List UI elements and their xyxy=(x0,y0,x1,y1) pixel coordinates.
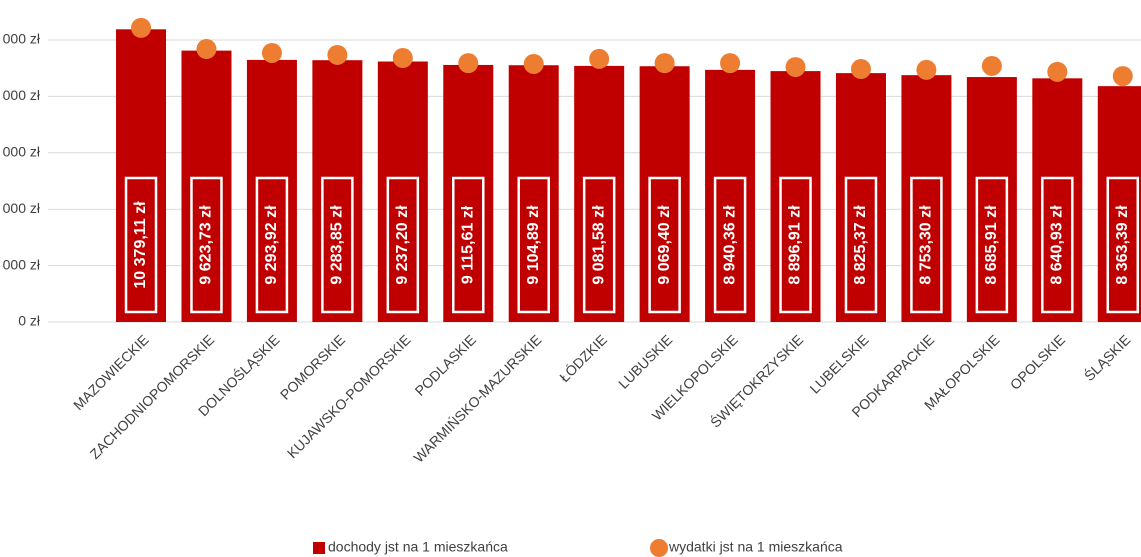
value-label-box xyxy=(321,176,354,314)
bar xyxy=(1032,78,1083,322)
value-label: 8 940,36 zł xyxy=(721,205,738,285)
value-label: 9 237,20 zł xyxy=(394,205,411,285)
bar xyxy=(1097,86,1141,322)
dot xyxy=(458,53,479,74)
y-tick-label: 4 000 zł xyxy=(0,200,41,216)
x-tick-label: KUJAWSKO-POMORSKIE xyxy=(284,331,414,461)
y-tick-label: 10 000 zł xyxy=(0,31,41,47)
value-label: 8 363,39 zł xyxy=(1114,205,1131,285)
dot xyxy=(523,53,544,74)
value-label-box xyxy=(910,176,943,314)
value-label-box xyxy=(255,176,289,314)
bar xyxy=(705,69,756,322)
value-label-box xyxy=(517,176,550,314)
value-label-box xyxy=(386,176,420,314)
value-label: 9 623,73 zł xyxy=(198,205,215,285)
x-tick-label: PODLASKIE xyxy=(412,331,479,398)
dot xyxy=(850,59,871,80)
value-label: 10 379,11 zł xyxy=(132,201,149,289)
value-label-box xyxy=(1106,176,1140,314)
bar xyxy=(574,65,625,322)
value-label-box xyxy=(190,176,223,314)
value-label-box xyxy=(844,176,878,314)
value-label-box xyxy=(1041,176,1074,314)
value-label: 8 640,93 zł xyxy=(1049,205,1066,285)
legend-swatch xyxy=(650,539,668,557)
x-tick-label: OPOLSKIE xyxy=(1007,331,1068,392)
bar xyxy=(901,75,952,322)
value-label: 8 896,91 zł xyxy=(787,205,804,285)
bar xyxy=(312,60,363,322)
value-label: 8 753,30 zł xyxy=(918,205,935,285)
value-label: 9 069,40 zł xyxy=(656,205,673,285)
value-label: 9 283,85 zł xyxy=(329,205,346,285)
x-tick-label: POMORSKIE xyxy=(277,331,348,402)
dot xyxy=(327,44,348,65)
value-label-box xyxy=(648,176,681,314)
dot xyxy=(720,53,741,74)
legend-label: dochody jst na 1 mieszkańca xyxy=(328,539,508,555)
x-tick-label: LUBUSKIE xyxy=(615,331,675,391)
value-label-box xyxy=(124,176,158,314)
value-label: 9 115,61 zł xyxy=(459,205,476,284)
dot xyxy=(981,55,1002,76)
x-tick-label: ŁÓDZKIE xyxy=(556,331,610,385)
dot xyxy=(654,53,675,74)
dot xyxy=(1112,66,1133,87)
dot xyxy=(196,39,217,60)
dot xyxy=(589,48,610,69)
value-label: 8 825,37 zł xyxy=(852,205,869,285)
x-tick-label: WARMIŃSKO-MAZURSKIE xyxy=(410,331,544,465)
dot xyxy=(261,42,282,63)
value-label-box xyxy=(975,176,1009,314)
y-tick-label: 8 000 zł xyxy=(0,87,41,103)
bar xyxy=(181,50,232,323)
value-label: 8 685,91 zł xyxy=(983,205,1000,285)
value-label-box xyxy=(452,176,485,314)
x-tick-label: LUBELSKIE xyxy=(806,331,871,396)
y-tick-label: 0 zł xyxy=(18,313,41,329)
bar xyxy=(835,73,886,322)
bar xyxy=(508,65,559,323)
y-tick-label: 6 000 zł xyxy=(0,144,41,160)
value-label-box xyxy=(779,176,812,314)
value-label: 9 104,89 zł xyxy=(525,205,542,285)
legend-label: wydatki jst na 1 mieszkańca xyxy=(668,539,843,555)
bar xyxy=(443,64,494,323)
bar xyxy=(770,71,821,322)
bar xyxy=(246,59,297,322)
value-label: 9 293,92 zł xyxy=(263,205,280,285)
value-label: 9 081,58 zł xyxy=(590,205,607,285)
x-tick-label: ŚLĄSKIE xyxy=(1080,331,1133,384)
dot xyxy=(916,59,937,80)
dot xyxy=(1047,61,1068,82)
dot xyxy=(131,17,152,38)
value-label-box xyxy=(582,176,616,314)
bar xyxy=(966,77,1017,322)
y-tick-label: 2 000 zł xyxy=(0,256,41,272)
dot xyxy=(392,48,413,69)
bar xyxy=(639,66,690,322)
legend-swatch xyxy=(313,542,325,554)
bar xyxy=(377,61,428,323)
dot xyxy=(785,57,806,78)
x-tick-label: ZACHODNIOPOMORSKIE xyxy=(87,331,218,462)
bar xyxy=(116,29,167,323)
value-label-box xyxy=(713,176,747,314)
